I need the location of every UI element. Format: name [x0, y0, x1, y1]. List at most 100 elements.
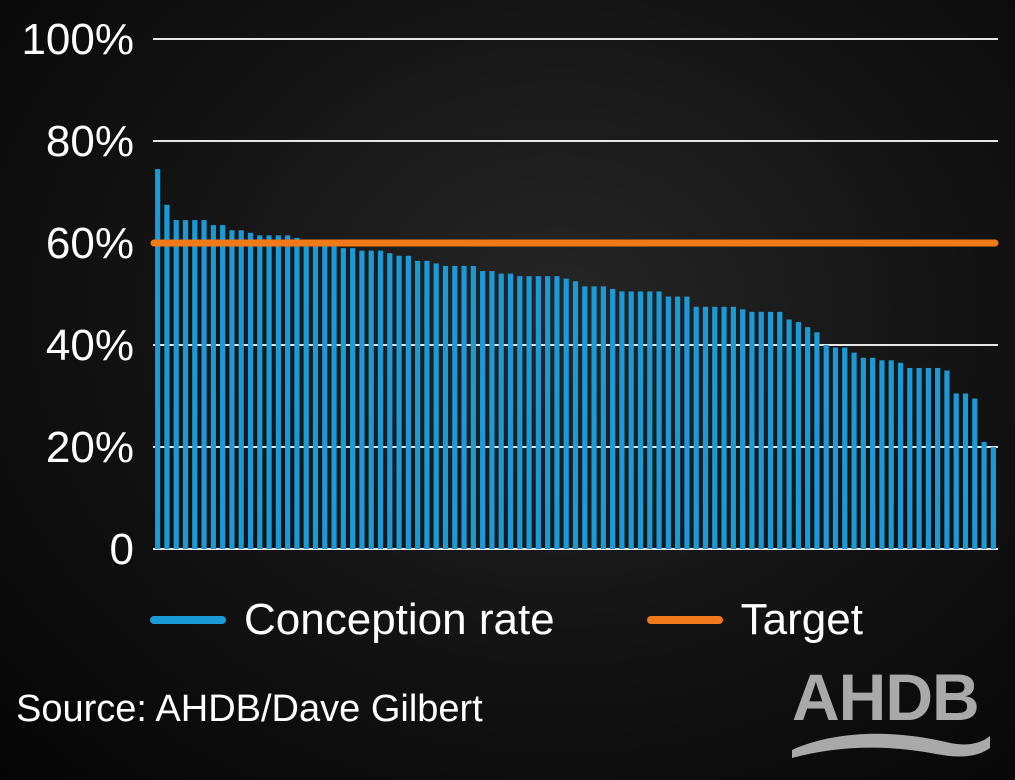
bar-45 [563, 278, 569, 549]
bar-75 [842, 347, 848, 549]
bar-74 [832, 347, 839, 549]
bar-89 [972, 398, 978, 549]
conception-rate-bars [155, 169, 996, 550]
bar-85 [935, 367, 941, 549]
y-tick-label-80: 80% [46, 117, 134, 166]
y-tick-label-20: 20% [46, 423, 134, 472]
bar-2 [164, 204, 170, 549]
bar-6 [201, 220, 207, 550]
bar-9 [229, 230, 235, 549]
bar-61 [712, 306, 718, 549]
ahdb-logo: AHDB [792, 664, 990, 758]
bar-58 [684, 296, 690, 549]
bar-15 [285, 235, 291, 549]
bar-18 [312, 243, 319, 549]
bar-70 [795, 322, 801, 549]
bar-79 [879, 360, 885, 549]
bar-22 [350, 248, 356, 549]
bar-51 [619, 291, 625, 549]
bar-52 [628, 291, 634, 549]
bar-10 [238, 230, 244, 549]
legend-swatch-conception-rate [150, 616, 226, 624]
bar-42 [535, 276, 541, 549]
y-tick-label-100: 100% [21, 15, 134, 64]
bar-55 [656, 291, 662, 549]
bar-91 [990, 447, 996, 549]
bar-12 [257, 235, 263, 549]
bar-60 [702, 306, 709, 549]
bar-66 [758, 311, 764, 549]
bar-57 [675, 296, 681, 549]
bar-65 [749, 311, 755, 549]
bar-29 [415, 260, 421, 549]
bar-76 [851, 352, 857, 549]
source-note: Source: AHDB/Dave Gilbert [16, 688, 483, 730]
bar-28 [405, 255, 411, 549]
bar-90 [981, 441, 987, 549]
bar-39 [507, 273, 514, 549]
bar-62 [721, 306, 727, 549]
bar-32 [442, 265, 449, 549]
legend-item-conception-rate: Conception rate [150, 595, 555, 645]
bar-30 [424, 260, 430, 549]
legend-label-conception-rate: Conception rate [244, 595, 555, 644]
bar-59 [693, 306, 699, 549]
bar-56 [665, 296, 671, 549]
bar-23 [359, 250, 365, 549]
bar-44 [554, 276, 560, 549]
bar-20 [331, 245, 337, 550]
bar-36 [480, 271, 486, 549]
legend-label-target: Target [740, 595, 863, 644]
bar-46 [572, 281, 579, 549]
bar-24 [368, 250, 374, 549]
bar-84 [925, 367, 931, 549]
bar-64 [740, 309, 746, 549]
bar-1 [155, 169, 161, 550]
bar-27 [396, 255, 402, 549]
bar-48 [591, 286, 597, 549]
ahdb-logo-text: AHDB [792, 664, 979, 734]
bar-38 [498, 273, 504, 549]
bar-11 [247, 232, 254, 550]
bar-chart: 0 20% 40% 60% 80% 100% [21, 15, 999, 574]
bar-83 [916, 367, 922, 549]
bar-47 [582, 286, 588, 549]
ahdb-logo-swoosh [792, 733, 990, 758]
bar-81 [897, 362, 904, 549]
bar-13 [266, 235, 272, 549]
bar-37 [489, 271, 495, 549]
bar-54 [647, 291, 653, 549]
legend-item-target: Target [646, 595, 863, 645]
bar-21 [340, 248, 346, 549]
bar-86 [944, 370, 950, 549]
bar-40 [517, 276, 523, 549]
bar-26 [387, 253, 393, 549]
bar-19 [322, 245, 328, 550]
bar-80 [888, 360, 894, 549]
bar-53 [637, 291, 644, 549]
bar-35 [470, 265, 476, 549]
bar-8 [220, 225, 226, 549]
legend: Conception rate Target [150, 592, 863, 648]
bar-73 [823, 345, 829, 549]
bar-16 [294, 237, 300, 549]
bar-63 [730, 306, 736, 549]
bar-33 [452, 265, 458, 549]
bar-5 [192, 220, 198, 550]
bar-43 [545, 276, 551, 549]
bar-17 [303, 240, 309, 549]
bar-34 [461, 265, 467, 549]
bar-41 [526, 276, 532, 549]
legend-swatch-target [646, 616, 723, 624]
bar-14 [275, 235, 281, 549]
bar-72 [814, 332, 820, 549]
bar-82 [907, 367, 913, 549]
y-axis-tick-labels: 0 20% 40% 60% 80% 100% [21, 15, 134, 574]
bar-67 [767, 311, 774, 549]
bar-3 [173, 220, 179, 550]
bar-77 [860, 357, 866, 549]
bar-7 [210, 225, 216, 549]
y-tick-label-0: 0 [110, 525, 134, 574]
bar-88 [962, 393, 969, 549]
bar-25 [377, 250, 384, 549]
